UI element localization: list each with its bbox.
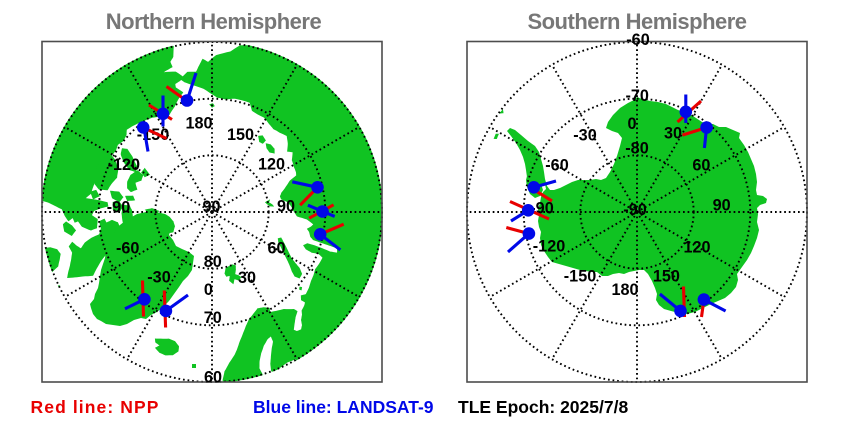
svg-text:30: 30 (664, 125, 682, 143)
svg-text:-120: -120 (108, 156, 140, 174)
svg-text:0: 0 (627, 115, 636, 133)
svg-text:30: 30 (238, 269, 256, 287)
svg-text:Northern Hemisphere: Northern Hemisphere (106, 9, 322, 34)
svg-text:90: 90 (202, 198, 220, 216)
svg-text:TLE Epoch: 2025/7/8: TLE Epoch: 2025/7/8 (458, 397, 628, 417)
svg-text:180: 180 (611, 281, 638, 299)
svg-text:Southern Hemisphere: Southern Hemisphere (527, 9, 746, 34)
svg-text:0: 0 (204, 281, 213, 299)
svg-text:180: 180 (185, 115, 212, 133)
svg-text:60: 60 (267, 240, 285, 258)
svg-text:80: 80 (204, 253, 222, 271)
svg-text:Red line: NPP: Red line: NPP (31, 397, 160, 417)
svg-text:150: 150 (653, 268, 680, 286)
svg-text:150: 150 (227, 126, 254, 144)
svg-text:-60: -60 (545, 156, 568, 174)
svg-text:Blue line: LANDSAT-9: Blue line: LANDSAT-9 (253, 397, 434, 417)
svg-text:120: 120 (258, 156, 285, 174)
svg-text:70: 70 (204, 309, 222, 327)
svg-text:60: 60 (692, 156, 710, 174)
svg-text:90: 90 (277, 198, 295, 216)
svg-text:-30: -30 (147, 269, 170, 287)
svg-text:-60: -60 (116, 239, 139, 257)
svg-text:-70: -70 (625, 87, 648, 105)
svg-text:90: 90 (713, 197, 731, 215)
svg-text:-60: -60 (626, 31, 649, 49)
svg-text:-150: -150 (564, 268, 596, 286)
svg-text:-90: -90 (623, 201, 646, 219)
svg-text:120: 120 (683, 239, 710, 257)
svg-text:-90: -90 (107, 199, 130, 217)
svg-text:-80: -80 (625, 140, 648, 158)
svg-text:-30: -30 (573, 127, 596, 145)
svg-text:60: 60 (204, 369, 222, 387)
svg-text:-120: -120 (533, 238, 565, 256)
